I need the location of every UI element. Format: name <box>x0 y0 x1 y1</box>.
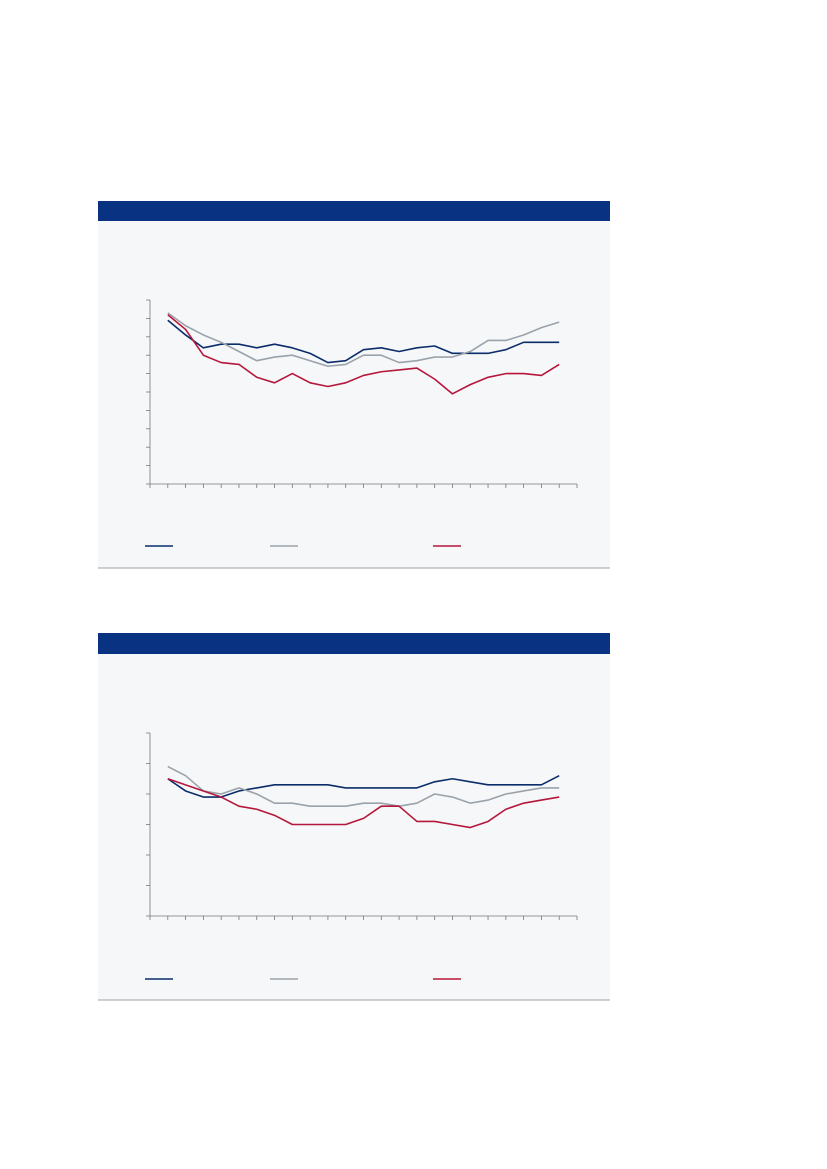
series-line <box>167 774 560 798</box>
panel-header <box>98 201 610 221</box>
series-line <box>167 314 560 395</box>
panel <box>98 221 610 568</box>
series-line <box>167 312 560 368</box>
series-line <box>167 777 560 829</box>
panel-header <box>98 633 610 654</box>
series-line <box>167 319 560 364</box>
series-line <box>167 765 560 807</box>
panel <box>98 654 610 1000</box>
